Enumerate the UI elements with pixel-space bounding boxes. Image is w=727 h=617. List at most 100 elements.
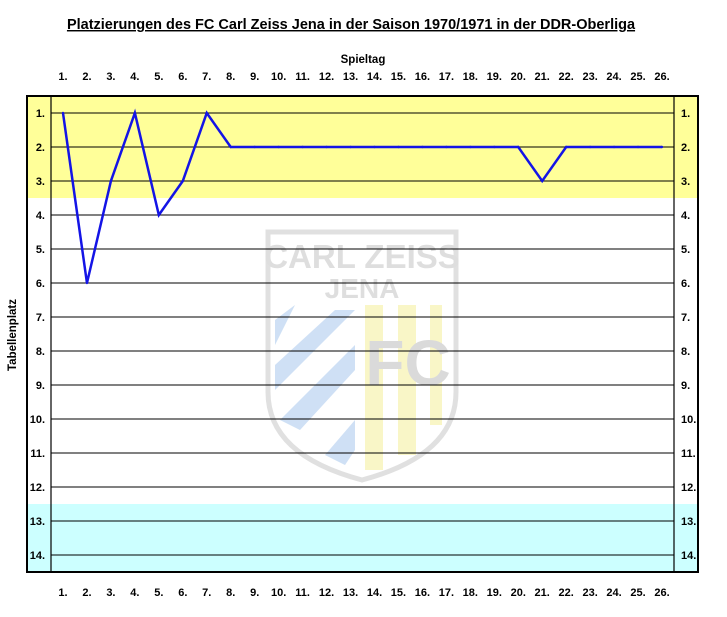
x-tick-label-top: 2. <box>82 71 91 83</box>
y-tick-label-right: 14. <box>681 550 696 562</box>
y-tick-label-right: 2. <box>681 142 690 154</box>
y-tick-label-left: 6. <box>36 278 45 290</box>
series-position <box>61 108 664 285</box>
x-tick-label-top: 5. <box>154 71 163 83</box>
y-tick-label-left: 5. <box>36 244 45 256</box>
x-tick-label-bottom: 16. <box>415 587 430 599</box>
x-tick-label-top: 18. <box>463 71 478 83</box>
x-tick-label-top: 15. <box>391 71 406 83</box>
data-point <box>229 145 232 149</box>
y-tick-label-right: 11. <box>681 448 696 460</box>
y-tick-label-right: 9. <box>681 380 690 392</box>
data-point <box>349 145 352 149</box>
y-tick-label-right: 10. <box>681 414 696 426</box>
data-point <box>421 145 424 149</box>
crest-blue-stripes <box>275 305 355 465</box>
y-tick-label-left: 2. <box>36 142 45 154</box>
x-tick-label-bottom: 9. <box>250 587 259 599</box>
y-tick-label-left: 7. <box>36 312 45 324</box>
y-tick-label-left: 11. <box>30 448 45 460</box>
club-crest-watermark: CARL ZEISS JENA FC <box>264 229 460 483</box>
x-tick-label-bottom: 5. <box>154 587 163 599</box>
data-point <box>660 145 664 149</box>
x-tick-label-bottom: 1. <box>58 587 67 599</box>
y-tick-label-right: 12. <box>681 482 696 494</box>
grid-lines <box>51 112 674 556</box>
crest-yellow-stripes <box>365 305 442 470</box>
y-tick-label-left: 14. <box>30 550 45 562</box>
data-point <box>85 281 89 285</box>
y-tick-label-left: 12. <box>30 482 45 494</box>
y-tick-label-left: 8. <box>36 346 45 358</box>
data-point <box>205 111 208 115</box>
x-tick-label-bottom: 11. <box>295 587 310 599</box>
data-point <box>493 145 496 149</box>
y-axis-title: Tabellenplatz <box>7 299 19 371</box>
data-point <box>445 145 448 149</box>
x-tick-label-bottom: 13. <box>343 587 358 599</box>
data-point <box>181 179 184 183</box>
x-tick-label-top: 17. <box>439 71 454 83</box>
x-tick-label-top: 19. <box>487 71 502 83</box>
x-tick-label-bottom: 17. <box>439 587 454 599</box>
data-point <box>373 145 376 149</box>
x-tick-label-top: 8. <box>226 71 235 83</box>
crest-text-line2: JENA <box>325 273 400 304</box>
y-tick-label-right: 8. <box>681 346 690 358</box>
x-tick-label-bottom: 12. <box>319 587 334 599</box>
x-tick-label-bottom: 20. <box>511 587 526 599</box>
x-tick-label-top: 7. <box>202 71 211 83</box>
y-tick-label-right: 3. <box>681 176 690 188</box>
x-tick-label-top: 6. <box>178 71 187 83</box>
crest-text-line1: CARL ZEISS <box>264 238 460 275</box>
x-tick-label-bottom: 14. <box>367 587 382 599</box>
x-tick-label-bottom: 23. <box>582 587 597 599</box>
y-tick-label-right: 1. <box>681 108 690 120</box>
y-tick-label-right: 5. <box>681 244 690 256</box>
x-tick-label-top: 9. <box>250 71 259 83</box>
x-tick-label-top: 11. <box>295 71 310 83</box>
x-tick-label-top: 13. <box>343 71 358 83</box>
chart-title: Platzierungen des FC Carl Zeiss Jena in … <box>67 17 636 33</box>
x-tick-label-bottom: 3. <box>106 587 115 599</box>
y-tick-label-left: 4. <box>36 210 45 222</box>
x-tick-label-top: 20. <box>511 71 526 83</box>
data-point <box>61 111 65 115</box>
data-point <box>469 145 472 149</box>
data-point <box>109 179 113 183</box>
crest-letters: FC <box>365 327 450 399</box>
y-tick-label-left: 9. <box>36 380 45 392</box>
x-tick-label-top: 1. <box>58 71 67 83</box>
x-tick-label-top: 22. <box>559 71 574 83</box>
x-tick-label-bottom: 7. <box>202 587 211 599</box>
data-point <box>636 145 640 149</box>
x-tick-label-top: 16. <box>415 71 430 83</box>
x-tick-label-top: 25. <box>630 71 645 83</box>
x-tick-label-bottom: 4. <box>130 587 139 599</box>
data-point <box>517 145 520 149</box>
x-tick-label-bottom: 22. <box>559 587 574 599</box>
data-point <box>253 145 256 149</box>
y-tick-labels: 1. 1. 2. 2. 3. 3. 4. 4. 5. 5. 6. 6. 7. 7. 8. 8. 9. 9. 10. 1… <box>30 108 697 562</box>
x-tick-label-bottom: 26. <box>654 587 669 599</box>
x-tick-label-top: 24. <box>606 71 621 83</box>
x-axis-title: Spieltag <box>341 54 386 66</box>
y-tick-label-left: 1. <box>36 108 45 120</box>
x-tick-label-top: 4. <box>130 71 139 83</box>
x-tick-label-bottom: 15. <box>391 587 406 599</box>
y-tick-label-right: 4. <box>681 210 690 222</box>
x-tick-label-bottom: 10. <box>271 587 286 599</box>
x-tick-label-top: 10. <box>271 71 286 83</box>
x-tick-label-bottom: 19. <box>487 587 502 599</box>
data-point <box>133 111 137 115</box>
data-point <box>541 179 544 183</box>
relegation-band <box>27 504 698 572</box>
x-tick-label-top: 26. <box>654 71 669 83</box>
data-point <box>612 145 616 149</box>
data-point <box>397 145 400 149</box>
x-tick-label-top: 12. <box>319 71 334 83</box>
plot-inner-frame <box>50 95 675 573</box>
data-point <box>588 145 592 149</box>
data-point <box>325 145 328 149</box>
